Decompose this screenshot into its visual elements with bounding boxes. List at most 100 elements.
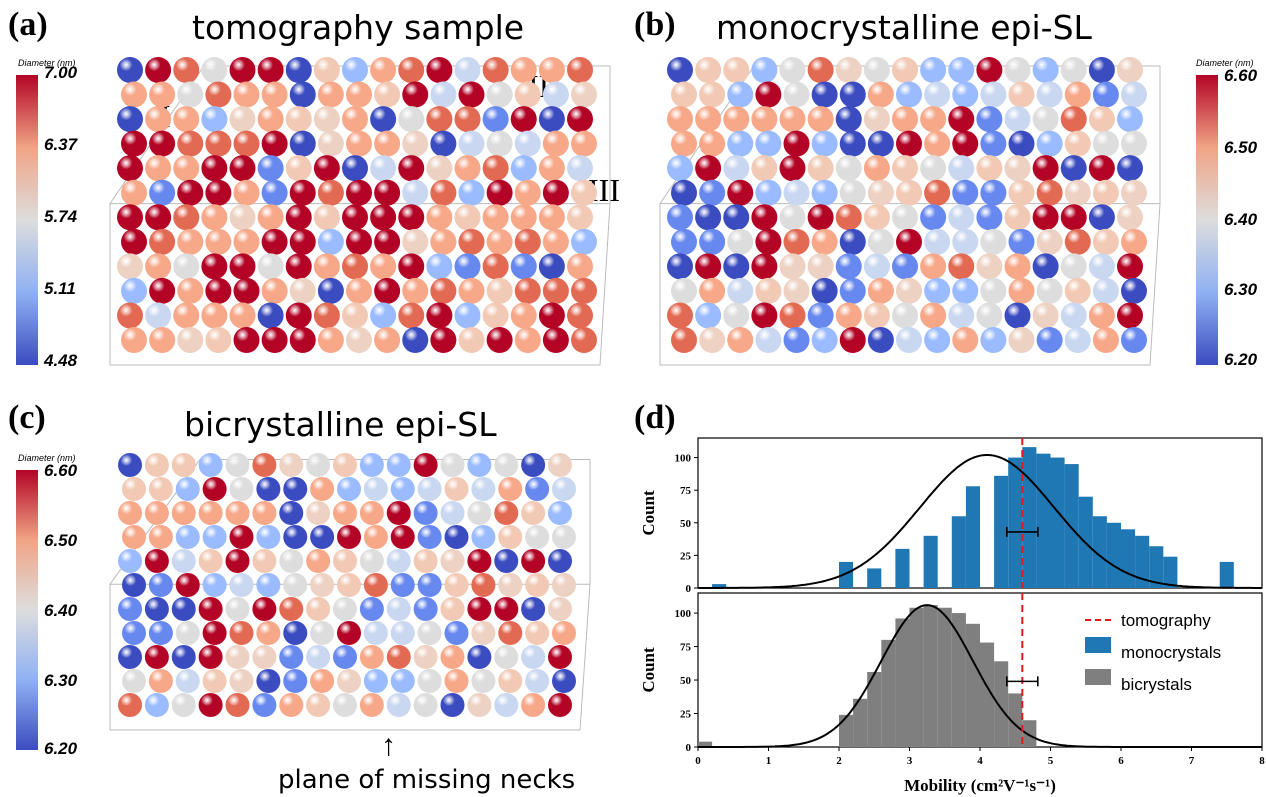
nanocrystal-sphere	[229, 106, 256, 133]
nanocrystal-sphere	[363, 525, 388, 549]
nanocrystal-sphere	[417, 573, 442, 597]
nanocrystal-sphere	[755, 228, 782, 255]
nanocrystal-sphere	[149, 327, 176, 353]
histogram-bar	[965, 486, 980, 588]
nanocrystal-sphere	[521, 549, 546, 573]
nanocrystal-sphere	[261, 327, 288, 353]
nanocrystal-sphere	[342, 106, 368, 133]
nanocrystal-sphere	[386, 501, 411, 525]
nanocrystal-sphere	[835, 106, 862, 133]
nanocrystal-sphere	[458, 277, 485, 304]
nanocrystal-sphere	[538, 302, 565, 329]
nanocrystal-sphere	[494, 453, 519, 477]
nanocrystal-sphere	[1121, 277, 1147, 304]
nanocrystal-sphere	[1060, 302, 1087, 329]
nanocrystal-sphere	[398, 253, 425, 280]
colorbar-tick: 6.60	[1224, 66, 1258, 85]
sphere-render	[109, 453, 591, 731]
nanocrystal-sphere	[402, 327, 429, 353]
nanocrystal-sphere	[671, 81, 697, 108]
nanocrystal-sphere	[417, 669, 442, 693]
histogram-bar	[965, 623, 980, 747]
nanocrystal-sphere	[1036, 81, 1063, 108]
legend-swatch-bicrystals	[1085, 669, 1111, 685]
nanocrystal-sphere	[225, 645, 250, 669]
nanocrystal-sphere	[514, 277, 541, 304]
nanocrystal-sphere	[283, 573, 308, 597]
nanocrystal-sphere	[1092, 130, 1119, 157]
nanocrystal-sphere	[695, 204, 722, 231]
nanocrystal-sphere	[896, 130, 922, 157]
nanocrystal-sphere	[205, 130, 232, 157]
nanocrystal-sphere	[171, 501, 196, 525]
nanocrystal-sphere	[279, 597, 304, 621]
nanocrystal-sphere	[310, 621, 335, 645]
histogram-bar	[895, 548, 910, 588]
nanocrystal-sphere	[145, 57, 172, 83]
nanocrystal-sphere	[571, 327, 597, 353]
nanocrystal-sphere	[261, 228, 288, 255]
nanocrystal-sphere	[494, 597, 519, 621]
nanocrystal-sphere	[920, 155, 947, 182]
nanocrystal-sphere	[835, 302, 862, 329]
nanocrystal-sphere	[198, 501, 223, 525]
nanocrystal-sphere	[342, 155, 368, 182]
nanocrystal-sphere	[279, 549, 304, 573]
nanocrystal-sphere	[892, 302, 918, 329]
nanocrystal-sphere	[839, 327, 866, 353]
nanocrystal-sphere	[699, 130, 726, 157]
nanocrystal-sphere	[117, 155, 143, 182]
nanocrystal-sphere	[667, 302, 693, 329]
nanocrystal-sphere	[283, 621, 308, 645]
nanocrystal-sphere	[374, 81, 401, 108]
colorbar-tick: 7.00	[44, 63, 78, 82]
nanocrystal-sphere	[863, 155, 890, 182]
histogram-bar	[1036, 453, 1051, 588]
nanocrystal-sphere	[952, 228, 979, 255]
nanocrystal-sphere	[867, 179, 894, 206]
nanocrystal-sphere	[538, 253, 565, 280]
nanocrystal-sphere	[306, 453, 331, 477]
nanocrystal-sphere	[525, 621, 550, 645]
nanocrystal-sphere	[783, 277, 810, 304]
nanocrystal-sphere	[171, 645, 196, 669]
nanocrystal-sphere	[1032, 106, 1059, 133]
nanocrystal-sphere	[333, 501, 357, 525]
nanocrystal-sphere	[252, 549, 277, 573]
nanocrystal-sphere	[256, 621, 281, 645]
y-tick-label: 25	[680, 550, 692, 562]
histogram-bar	[1008, 457, 1023, 588]
nanocrystal-sphere	[363, 477, 388, 501]
histogram-bar	[881, 639, 896, 747]
nanocrystal-sphere	[175, 525, 200, 549]
y-tick-label: 100	[675, 608, 692, 620]
nanocrystal-sphere	[811, 228, 838, 255]
nanocrystal-sphere	[458, 130, 485, 157]
nanocrystal-sphere	[755, 130, 782, 157]
nanocrystal-sphere	[538, 204, 565, 231]
nanocrystal-sphere	[1088, 302, 1115, 329]
nanocrystal-sphere	[289, 277, 316, 304]
nanocrystal-sphere	[948, 106, 975, 133]
nanocrystal-sphere	[359, 693, 384, 717]
nanocrystal-sphere	[924, 228, 951, 255]
nanocrystal-sphere	[552, 525, 576, 549]
nanocrystal-sphere	[430, 228, 457, 255]
nanocrystal-sphere	[283, 525, 308, 549]
nanocrystal-sphere	[548, 693, 572, 717]
nanocrystal-sphere	[510, 253, 537, 280]
nanocrystal-sphere	[289, 81, 316, 108]
nanocrystal-sphere	[811, 327, 838, 353]
nanocrystal-sphere	[413, 453, 438, 477]
nanocrystal-sphere	[482, 302, 509, 329]
nanocrystal-sphere	[948, 253, 975, 280]
nanocrystal-sphere	[413, 645, 438, 669]
nanocrystal-sphere	[920, 57, 947, 83]
histogram-bar	[853, 698, 868, 747]
nanocrystal-sphere	[426, 302, 453, 329]
nanocrystal-sphere	[924, 179, 951, 206]
histogram-bar	[839, 714, 854, 747]
nanocrystal-sphere	[346, 327, 372, 353]
histogram-bar	[980, 642, 995, 747]
nanocrystal-sphere	[482, 155, 509, 182]
